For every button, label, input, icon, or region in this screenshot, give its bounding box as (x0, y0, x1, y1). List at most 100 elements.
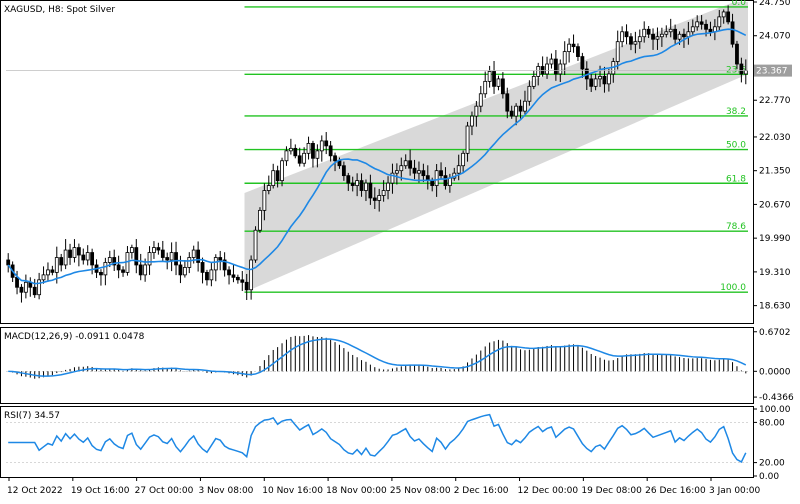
macd-panel-frame (0, 327, 754, 404)
candle-body (54, 257, 59, 273)
candle-body (156, 247, 161, 251)
candle-body (6, 259, 11, 266)
candle-body (306, 142, 311, 154)
candle-body (642, 28, 647, 38)
candle-body (350, 182, 355, 186)
candle-body (240, 279, 245, 283)
candle-body (178, 264, 183, 276)
candle-body (302, 152, 307, 164)
candle-body (527, 85, 532, 102)
candle-body (540, 66, 545, 75)
price-axis-label: 19.990 (759, 234, 791, 244)
price-axis-label: 24.070 (759, 32, 791, 42)
time-axis-label: 26 Dec 16:00 (645, 486, 706, 496)
candle-body (169, 252, 174, 261)
candle-body (690, 26, 695, 33)
macd-label: MACD(12,26,9) -0.0911 0.0478 (4, 332, 145, 342)
price-axis-label: 22.030 (759, 133, 791, 143)
candle-body (209, 269, 214, 281)
candle-body (222, 259, 227, 271)
candle-body (434, 170, 439, 186)
candle-body (266, 185, 271, 191)
candle-body (182, 267, 187, 276)
candle-body (730, 21, 735, 45)
candle-body (63, 249, 68, 266)
candle-body (500, 78, 505, 95)
candle-body (50, 269, 55, 273)
candle-body (576, 46, 580, 57)
candle-body (487, 71, 492, 82)
price-axis-label: 21.350 (759, 167, 791, 177)
candle-body (174, 252, 178, 266)
candle-body (19, 286, 24, 293)
candle-body (417, 170, 421, 174)
candle-body (620, 31, 625, 43)
candle-body (412, 167, 417, 174)
candle-body (200, 262, 205, 273)
candle-body (739, 63, 744, 75)
fib-level-label: 78.6 (726, 222, 746, 232)
candle-body (704, 23, 708, 30)
macd-axis-label: 0.0000 (759, 367, 791, 377)
candle-body (112, 257, 117, 266)
candle-body (558, 63, 563, 75)
candle-body (743, 70, 748, 75)
candle-body (59, 257, 64, 266)
rsi-axis-label: 100.00 (759, 405, 791, 415)
candle-body (72, 247, 77, 258)
candle-body (545, 63, 549, 75)
candle-body (390, 172, 395, 184)
macd-layer (6, 335, 748, 379)
candle-body (258, 209, 262, 231)
candle-body (465, 125, 470, 154)
candle-body (196, 249, 201, 263)
time-axis-label: 12 Dec 00:00 (518, 486, 579, 496)
candle-body (399, 165, 404, 172)
candle-body (368, 182, 373, 199)
candle-body (439, 170, 443, 177)
price-axis-label: 24.750 (759, 0, 791, 8)
candle-body (682, 33, 686, 38)
rsi-axis-label: 0.00 (759, 472, 779, 482)
candle-body (187, 257, 192, 268)
candle-body (99, 271, 103, 276)
candle-body (324, 140, 329, 147)
candle-body (37, 279, 42, 296)
candle-body (359, 180, 364, 191)
moving-average-line (7, 28, 747, 285)
candle-body (355, 180, 360, 186)
time-axis-label: 19 Dec 08:00 (581, 486, 642, 496)
macd-axis-label: -0.4366 (759, 393, 794, 403)
candle-body (394, 170, 399, 174)
candle-body (107, 257, 112, 263)
candle-body (15, 276, 19, 288)
candle-body (695, 21, 700, 28)
candle-body (386, 182, 390, 191)
candle-body (633, 41, 638, 45)
candle-body (121, 269, 125, 273)
candle-body (138, 264, 143, 276)
candle-body (637, 36, 642, 43)
candle-body (288, 147, 293, 152)
candle-body (341, 165, 346, 177)
candle-body (46, 269, 50, 276)
fib-level-label: 61.8 (726, 174, 746, 184)
candle-body (218, 257, 223, 261)
candle-body (213, 257, 218, 271)
candle-body (147, 252, 152, 266)
time-axis-label: 2 Dec 16:00 (454, 486, 509, 496)
candle-body (602, 76, 607, 85)
rsi-label: RSI(7) 34.57 (4, 411, 60, 421)
candle-body (90, 252, 95, 266)
candle-body (364, 182, 368, 191)
candle-body (129, 247, 134, 253)
candle-body (509, 110, 514, 117)
candle-body (421, 170, 426, 177)
candle-body (235, 276, 240, 281)
candle-body (346, 175, 351, 184)
candle-body (721, 11, 726, 18)
candle-body (165, 257, 170, 261)
candle-body (571, 43, 576, 48)
current-price-tag (754, 64, 792, 77)
candle-body (492, 71, 496, 87)
